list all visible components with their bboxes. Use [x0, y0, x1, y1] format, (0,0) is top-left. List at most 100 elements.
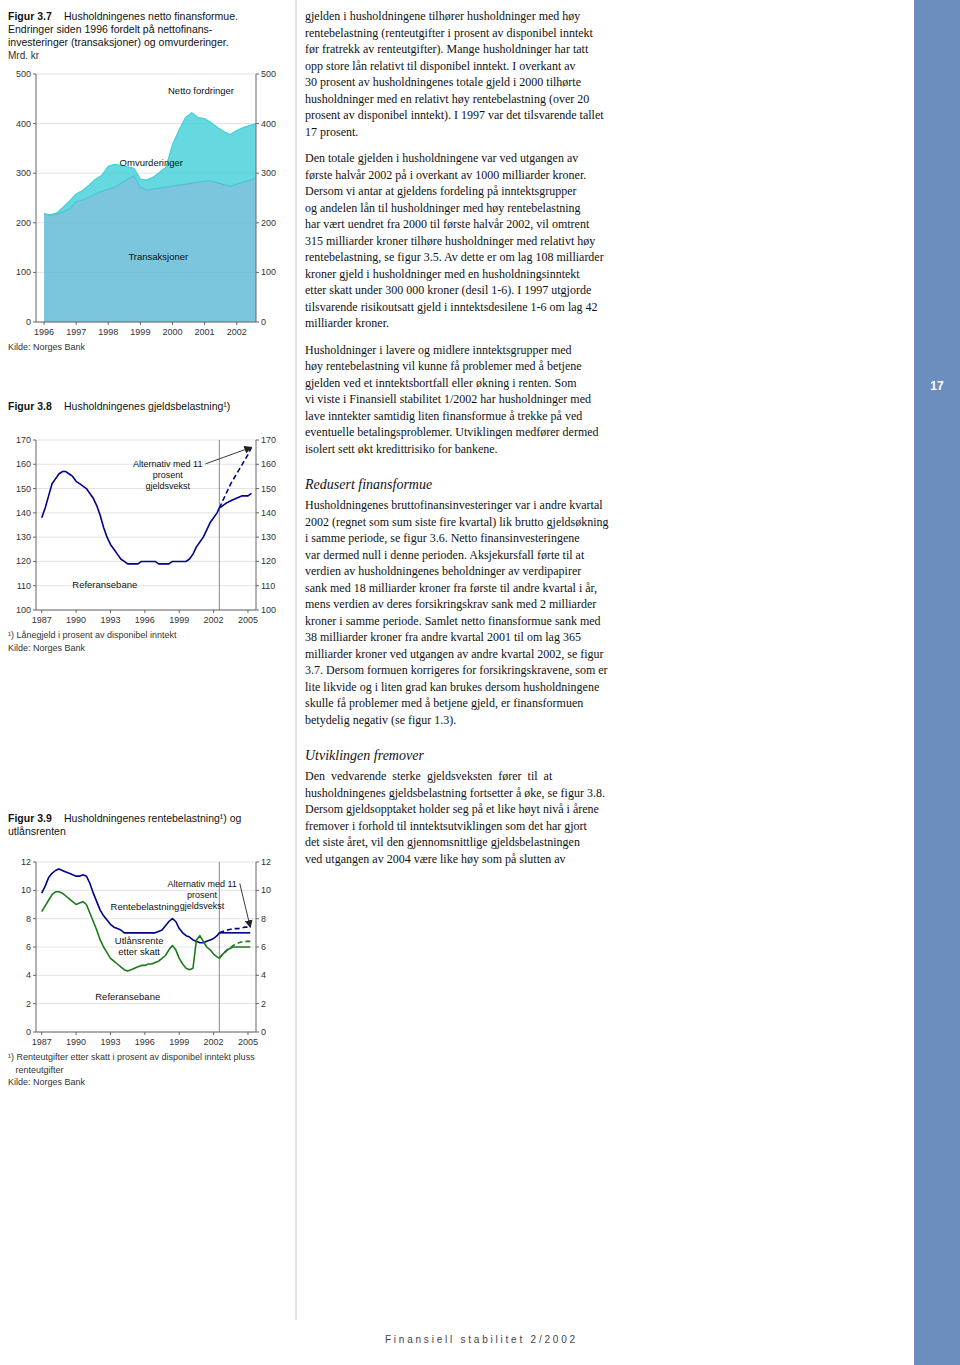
series-line	[219, 927, 250, 933]
annotation-line: Referansebane	[95, 991, 160, 1002]
y2-tick-label: 4	[261, 970, 266, 980]
grid-line	[36, 512, 256, 513]
y-tick-label: 4	[26, 970, 31, 980]
y2-tick	[256, 561, 259, 562]
grid-line	[36, 440, 256, 441]
y-tick-label: 150	[16, 484, 31, 494]
x-tick	[41, 1032, 42, 1035]
grid-line	[36, 918, 256, 919]
body-line: fremover i forhold til inntektsutvikling…	[305, 819, 588, 833]
section-heading: Redusert finansformue	[304, 477, 432, 492]
y2-tick	[256, 488, 259, 489]
body-line: lite likvide og i liten grad kan brukes …	[305, 680, 599, 694]
y2-tick	[256, 272, 259, 273]
body-line: tilsvarende risikoutsatt gjeld i inntekt…	[305, 300, 598, 314]
x-tick	[179, 610, 180, 613]
chart-title: Figur 3.8	[8, 400, 52, 412]
y2-tick-label: 130	[261, 532, 276, 542]
y2-tick	[256, 537, 259, 538]
x-tick-label: 2001	[195, 327, 215, 337]
y2-tick	[256, 74, 259, 75]
series-line	[219, 941, 250, 958]
grid-line	[36, 322, 256, 323]
x-tick-label: 1996	[135, 1037, 155, 1047]
body-line: ved utgangen av 2004 være like høy som p…	[305, 852, 566, 866]
x-tick-label: 1993	[100, 615, 120, 625]
x-tick-label: 1999	[130, 327, 150, 337]
y2-tick-label: 100	[261, 267, 276, 277]
y2-tick	[256, 610, 259, 611]
series-line	[42, 472, 220, 564]
body-line: husholdninger med en relativt høy renteb…	[305, 92, 589, 106]
y-axis-line	[36, 74, 37, 322]
y-tick-label: 170	[16, 435, 31, 445]
body-text: gjelden i husholdningene tilhører hushol…	[304, 9, 609, 866]
y2-tick-label: 100	[261, 605, 276, 615]
y2-tick-label: 170	[261, 435, 276, 445]
x-tick	[41, 610, 42, 613]
body-line: høy rentebelastning vil kunne få problem…	[305, 359, 582, 373]
plot-data	[42, 440, 252, 610]
y-tick-label: 2	[26, 999, 31, 1009]
x-tick-label: 1999	[169, 1037, 189, 1047]
y2-tick	[256, 464, 259, 465]
x-tick	[236, 322, 237, 325]
y-tick-label: 12	[21, 857, 31, 867]
y2-tick	[256, 585, 259, 586]
x-tick-label: 1987	[32, 1037, 52, 1047]
x-tick	[44, 322, 45, 325]
series-line	[219, 447, 251, 508]
y2-tick	[256, 947, 259, 948]
body-line: 38 milliarder kroner fra andre kvartal 2…	[305, 630, 581, 644]
x-tick-label: 2002	[204, 615, 224, 625]
x-tick-label: 1999	[169, 615, 189, 625]
y2-tick-label: 2	[261, 999, 266, 1009]
y-tick	[33, 173, 36, 174]
body-line: mens verdien av deres forsikringskrav sa…	[305, 597, 596, 611]
body-line: 2002 (regnet som sum siste fire kvartal)…	[305, 515, 609, 529]
y2-tick	[256, 440, 259, 441]
body-line: har vært uendret fra 2000 til første hal…	[305, 217, 590, 231]
plot-data	[44, 113, 256, 322]
x-tick	[144, 1032, 145, 1035]
chart-title: Figur 3.7	[8, 10, 52, 22]
y2-tick	[256, 123, 259, 124]
area-line	[44, 113, 256, 215]
chart-note: Kilde: Norges Bank	[8, 643, 86, 653]
body-line: skulle få problemer med å betjene gjeld,…	[305, 696, 583, 710]
body-line: gjelden ved et inntektsbortfall eller øk…	[305, 376, 577, 390]
chart-note: renteutgifter	[8, 1065, 64, 1075]
chart-note: ¹) Renteutgifter etter skatt i prosent a…	[8, 1052, 255, 1062]
body-line: Den totale gjelden i husholdningene var …	[305, 151, 578, 165]
y2-tick-label: 140	[261, 508, 276, 518]
annotation-line: prosent	[153, 470, 184, 480]
y2-axis-line	[256, 74, 257, 322]
y-tick	[33, 862, 36, 863]
body-line: rentebelastning (renteutgifter i prosent…	[305, 26, 594, 40]
y-tick	[33, 561, 36, 562]
annotation-line: Referansebane	[72, 579, 137, 590]
chart-subtitle: Husholdningenes gjeldsbelastning¹)	[64, 400, 230, 412]
body-line: Husholdningenes bruttofinansinvesteringe…	[305, 498, 603, 512]
x-axis-line	[36, 610, 256, 611]
y2-tick-label: 6	[261, 942, 266, 952]
grid-line	[36, 74, 256, 75]
grid-line	[36, 890, 256, 891]
y-tick-label: 0	[26, 317, 31, 327]
page-number: 17	[930, 379, 944, 393]
x-tick-label: 1993	[100, 1037, 120, 1047]
section-heading: Utviklingen fremover	[305, 748, 424, 763]
grid-line	[36, 610, 256, 611]
body-line: milliarder kroner.	[305, 316, 389, 330]
body-line: 3.7. Dersom formuen korrigeres for forsi…	[305, 663, 608, 677]
body-line: og andelen lån til husholdninger med høy…	[305, 201, 581, 215]
annotation: Referansebane	[72, 579, 137, 590]
y-tick	[33, 918, 36, 919]
plot-data	[42, 862, 251, 1032]
chart-subtitle: investeringer (transaksjoner) og omvurde…	[8, 36, 229, 48]
body-line: Dersom vi antar at gjeldens fordeling på…	[305, 184, 577, 198]
x-tick-label: 1997	[66, 327, 86, 337]
y2-tick-label: 12	[261, 857, 271, 867]
y2-tick	[256, 222, 259, 223]
y2-tick	[256, 512, 259, 513]
